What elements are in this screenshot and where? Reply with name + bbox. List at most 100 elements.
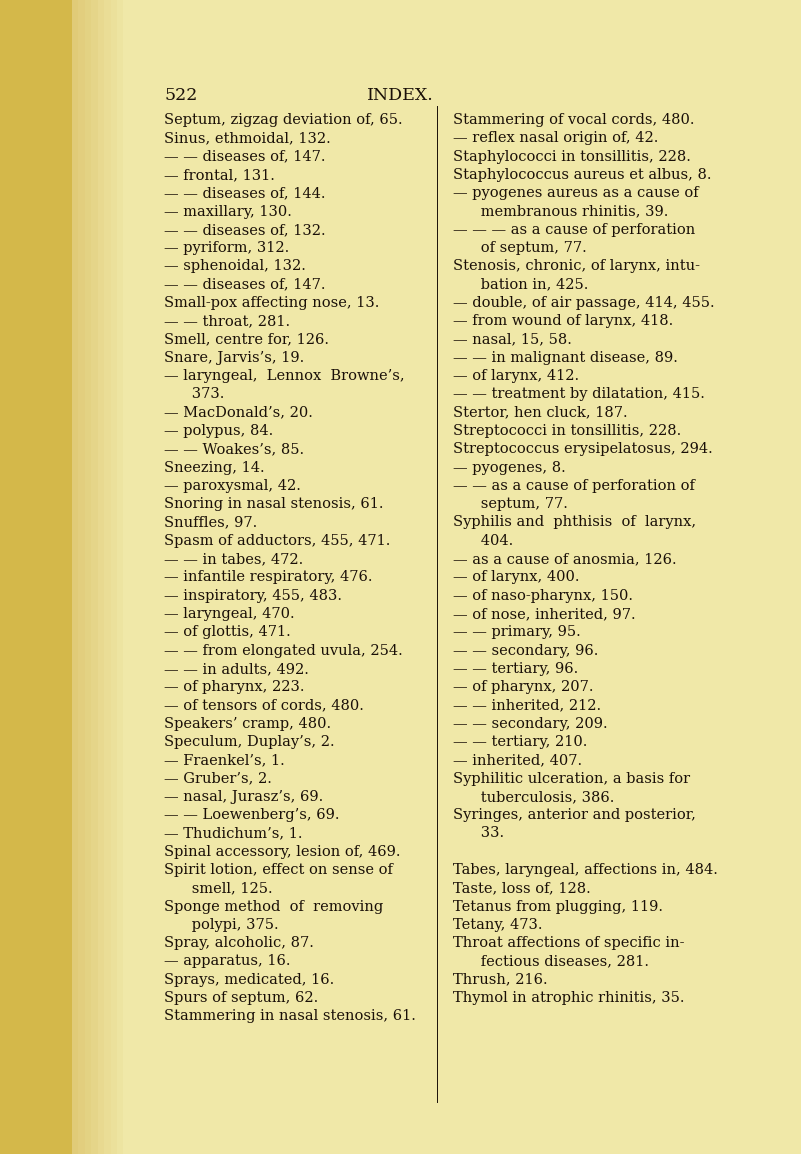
Text: of septum, 77.: of septum, 77. <box>453 241 586 255</box>
Text: — — diseases of, 144.: — — diseases of, 144. <box>164 186 326 201</box>
Text: — infantile respiratory, 476.: — infantile respiratory, 476. <box>164 570 372 584</box>
Text: Tetanus from plugging, 119.: Tetanus from plugging, 119. <box>453 900 662 914</box>
Text: — — diseases of, 132.: — — diseases of, 132. <box>164 223 326 237</box>
Bar <box>98 0 104 1154</box>
Bar <box>111 0 117 1154</box>
Text: — frontal, 131.: — frontal, 131. <box>164 168 275 182</box>
Text: — paroxysmal, 42.: — paroxysmal, 42. <box>164 479 301 493</box>
Text: Speakers’ cramp, 480.: Speakers’ cramp, 480. <box>164 717 332 730</box>
Text: — of larynx, 400.: — of larynx, 400. <box>453 570 579 584</box>
Text: Sneezing, 14.: Sneezing, 14. <box>164 460 265 474</box>
Text: fectious diseases, 281.: fectious diseases, 281. <box>453 954 649 968</box>
Text: — polypus, 84.: — polypus, 84. <box>164 424 273 439</box>
Text: — of glottis, 471.: — of glottis, 471. <box>164 625 291 639</box>
Text: INDEX.: INDEX. <box>367 87 434 104</box>
Text: Septum, zigzag deviation of, 65.: Septum, zigzag deviation of, 65. <box>164 113 403 127</box>
Text: — inspiratory, 455, 483.: — inspiratory, 455, 483. <box>164 589 342 602</box>
Text: — — tertiary, 96.: — — tertiary, 96. <box>453 662 578 676</box>
Text: — — secondary, 209.: — — secondary, 209. <box>453 717 607 730</box>
Text: — of naso-pharynx, 150.: — of naso-pharynx, 150. <box>453 589 633 602</box>
Text: Syringes, anterior and posterior,: Syringes, anterior and posterior, <box>453 808 695 822</box>
Text: polypi, 375.: polypi, 375. <box>164 917 279 932</box>
Text: Syphilitic ulceration, a basis for: Syphilitic ulceration, a basis for <box>453 772 690 786</box>
Text: — — primary, 95.: — — primary, 95. <box>453 625 580 639</box>
Text: — nasal, Jurasz’s, 69.: — nasal, Jurasz’s, 69. <box>164 789 324 804</box>
Text: Spurs of septum, 62.: Spurs of septum, 62. <box>164 991 319 1005</box>
Text: — — Woakes’s, 85.: — — Woakes’s, 85. <box>164 442 304 456</box>
Text: Thrush, 216.: Thrush, 216. <box>453 973 547 987</box>
Text: — from wound of larynx, 418.: — from wound of larynx, 418. <box>453 314 673 328</box>
Text: Sprays, medicated, 16.: Sprays, medicated, 16. <box>164 973 335 987</box>
Text: Stertor, hen cluck, 187.: Stertor, hen cluck, 187. <box>453 406 627 420</box>
Text: Syphilis and  phthisis  of  larynx,: Syphilis and phthisis of larynx, <box>453 516 696 530</box>
Text: — Thudichum’s, 1.: — Thudichum’s, 1. <box>164 826 303 840</box>
Text: Spasm of adductors, 455, 471.: Spasm of adductors, 455, 471. <box>164 534 391 548</box>
Text: — — as a cause of perforation of: — — as a cause of perforation of <box>453 479 694 493</box>
Text: — — diseases of, 147.: — — diseases of, 147. <box>164 278 326 292</box>
Text: — Fraenkel’s, 1.: — Fraenkel’s, 1. <box>164 754 285 767</box>
Text: Snare, Jarvis’s, 19.: Snare, Jarvis’s, 19. <box>164 351 304 365</box>
Bar <box>104 0 111 1154</box>
Text: tuberculosis, 386.: tuberculosis, 386. <box>453 789 614 804</box>
Text: — pyriform, 312.: — pyriform, 312. <box>164 241 289 255</box>
Text: — sphenoidal, 132.: — sphenoidal, 132. <box>164 260 306 273</box>
Text: — MacDonald’s, 20.: — MacDonald’s, 20. <box>164 406 313 420</box>
Text: Snoring in nasal stenosis, 61.: Snoring in nasal stenosis, 61. <box>164 497 384 511</box>
Text: — laryngeal,  Lennox  Browne’s,: — laryngeal, Lennox Browne’s, <box>164 369 405 383</box>
Text: — — in adults, 492.: — — in adults, 492. <box>164 662 309 676</box>
Text: 373.: 373. <box>164 388 224 402</box>
Text: septum, 77.: septum, 77. <box>453 497 567 511</box>
Text: Spray, alcoholic, 87.: Spray, alcoholic, 87. <box>164 936 314 950</box>
Text: — double, of air passage, 414, 455.: — double, of air passage, 414, 455. <box>453 297 714 310</box>
Text: smell, 125.: smell, 125. <box>164 882 273 896</box>
Text: — of pharynx, 223.: — of pharynx, 223. <box>164 680 304 694</box>
Text: membranous rhinitis, 39.: membranous rhinitis, 39. <box>453 204 668 218</box>
Text: — maxillary, 130.: — maxillary, 130. <box>164 204 292 218</box>
Text: Speculum, Duplay’s, 2.: Speculum, Duplay’s, 2. <box>164 735 335 749</box>
Text: Streptococcus erysipelatosus, 294.: Streptococcus erysipelatosus, 294. <box>453 442 712 456</box>
Text: — of nose, inherited, 97.: — of nose, inherited, 97. <box>453 607 635 621</box>
Text: Stammering in nasal stenosis, 61.: Stammering in nasal stenosis, 61. <box>164 1010 416 1024</box>
Text: Snuffles, 97.: Snuffles, 97. <box>164 516 257 530</box>
Text: — apparatus, 16.: — apparatus, 16. <box>164 954 291 968</box>
Text: 33.: 33. <box>453 826 504 840</box>
Text: — nasal, 15, 58.: — nasal, 15, 58. <box>453 332 571 346</box>
Text: bation in, 425.: bation in, 425. <box>453 278 588 292</box>
Text: 522: 522 <box>164 87 198 104</box>
Text: Thymol in atrophic rhinitis, 35.: Thymol in atrophic rhinitis, 35. <box>453 991 684 1005</box>
Text: Tabes, laryngeal, affections in, 484.: Tabes, laryngeal, affections in, 484. <box>453 863 718 877</box>
Text: — — from elongated uvula, 254.: — — from elongated uvula, 254. <box>164 644 403 658</box>
Text: — reflex nasal origin of, 42.: — reflex nasal origin of, 42. <box>453 132 658 145</box>
Text: — laryngeal, 470.: — laryngeal, 470. <box>164 607 295 621</box>
Text: Sinus, ethmoidal, 132.: Sinus, ethmoidal, 132. <box>164 132 331 145</box>
Text: Spinal accessory, lesion of, 469.: Spinal accessory, lesion of, 469. <box>164 845 400 859</box>
Bar <box>91 0 98 1154</box>
Text: Staphylococci in tonsillitis, 228.: Staphylococci in tonsillitis, 228. <box>453 150 690 164</box>
Text: — — treatment by dilatation, 415.: — — treatment by dilatation, 415. <box>453 388 704 402</box>
Bar <box>72 0 78 1154</box>
Text: — of larynx, 412.: — of larynx, 412. <box>453 369 578 383</box>
Text: — Gruber’s, 2.: — Gruber’s, 2. <box>164 772 272 786</box>
Text: Stammering of vocal cords, 480.: Stammering of vocal cords, 480. <box>453 113 694 127</box>
Text: — pyogenes, 8.: — pyogenes, 8. <box>453 460 566 474</box>
Text: 404.: 404. <box>453 534 513 548</box>
Text: Staphylococcus aureus et albus, 8.: Staphylococcus aureus et albus, 8. <box>453 168 711 182</box>
Text: — — throat, 281.: — — throat, 281. <box>164 314 290 328</box>
Text: — — in malignant disease, 89.: — — in malignant disease, 89. <box>453 351 678 365</box>
Text: Tetany, 473.: Tetany, 473. <box>453 917 542 932</box>
Text: Throat affections of specific in-: Throat affections of specific in- <box>453 936 684 950</box>
Bar <box>117 0 123 1154</box>
Text: Sponge method  of  removing: Sponge method of removing <box>164 900 384 914</box>
Text: — — in tabes, 472.: — — in tabes, 472. <box>164 552 304 567</box>
Text: Stenosis, chronic, of larynx, intu-: Stenosis, chronic, of larynx, intu- <box>453 260 699 273</box>
Text: Streptococci in tonsillitis, 228.: Streptococci in tonsillitis, 228. <box>453 424 681 439</box>
Bar <box>0 0 72 1154</box>
Bar <box>85 0 91 1154</box>
Text: — inherited, 407.: — inherited, 407. <box>453 754 582 767</box>
Text: Smell, centre for, 126.: Smell, centre for, 126. <box>164 332 329 346</box>
Text: Spirit lotion, effect on sense of: Spirit lotion, effect on sense of <box>164 863 393 877</box>
Text: — — — as a cause of perforation: — — — as a cause of perforation <box>453 223 694 237</box>
Text: — — Loewenberg’s, 69.: — — Loewenberg’s, 69. <box>164 808 340 822</box>
Text: — — diseases of, 147.: — — diseases of, 147. <box>164 150 326 164</box>
Text: — of tensors of cords, 480.: — of tensors of cords, 480. <box>164 698 364 712</box>
